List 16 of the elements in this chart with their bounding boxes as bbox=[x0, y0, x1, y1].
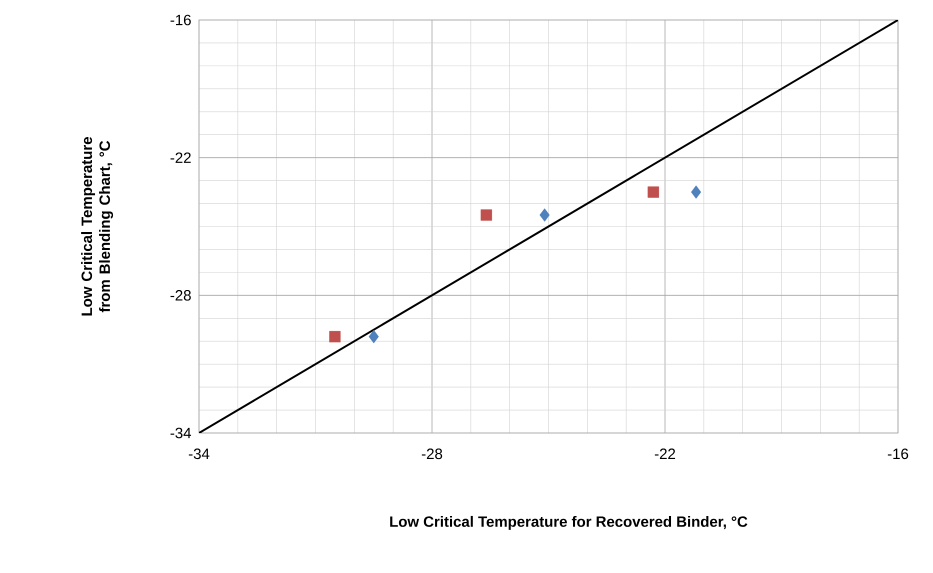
x-axis-title: Low Critical Temperature for Recovered Binder, °C bbox=[390, 516, 748, 530]
point bbox=[540, 208, 550, 222]
point bbox=[648, 186, 660, 198]
point bbox=[368, 330, 379, 344]
y-tick-label: -22 bbox=[170, 152, 191, 163]
y-tick-label: -16 bbox=[170, 14, 191, 26]
y-tick-label: -28 bbox=[170, 290, 191, 301]
x-tick-label: -34 bbox=[188, 448, 210, 460]
x-tick-label: -16 bbox=[888, 448, 908, 460]
x-tick-label: -22 bbox=[654, 448, 676, 459]
y-tick-label: -34 bbox=[170, 428, 192, 438]
y-axis-title: Low Critical Temperature from Blending Chart, °C bbox=[81, 137, 114, 316]
point bbox=[691, 185, 702, 199]
x-tick-label: -28 bbox=[422, 448, 442, 460]
point bbox=[329, 330, 341, 342]
point bbox=[480, 209, 492, 221]
